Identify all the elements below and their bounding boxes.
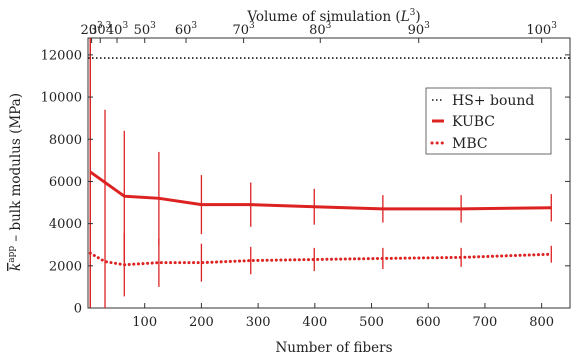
top-tick-exp: 3 <box>106 21 112 31</box>
top-tick-base: 40 <box>106 23 123 38</box>
top-tick-label: 803 <box>309 21 332 38</box>
legend-label-hs-bound: HS+ bound <box>452 93 534 109</box>
top-tick-label: 903 <box>408 21 431 38</box>
top-tick-base: 20 <box>80 23 97 38</box>
series-layer <box>88 38 570 308</box>
top-tick-label: 403 <box>106 21 129 38</box>
legend-label-kubc: KUBC <box>452 114 495 130</box>
y-tick-label: 12000 <box>41 48 82 63</box>
y-axis-label: kapp – bulk modulus (MPa) <box>7 93 24 271</box>
top-tick-exp: 3 <box>191 21 197 31</box>
y-tick-label: 4000 <box>49 217 82 232</box>
x-tick-label: 500 <box>359 315 384 330</box>
top-tick-label: 603 <box>175 21 198 38</box>
top-tick-label: 203 <box>80 21 103 38</box>
y-tick-label: 0 <box>74 302 82 317</box>
top-tick-base: 50 <box>134 23 151 38</box>
top-tick-exp: 3 <box>551 21 557 31</box>
top-tick-base: 90 <box>408 23 425 38</box>
x-tick-label: 300 <box>246 315 271 330</box>
top-tick-exp: 3 <box>326 21 332 31</box>
y-axis-label-sup: app <box>7 246 17 263</box>
y-tick-label: 10000 <box>41 91 82 106</box>
y-axis-label-symbol: k <box>8 263 24 271</box>
x-tick-label: 200 <box>189 315 214 330</box>
top-tick-base: 30 <box>89 23 106 38</box>
legend-box <box>425 87 552 155</box>
top-tick-label: 503 <box>134 21 157 38</box>
top-tick-base: 60 <box>175 23 192 38</box>
x-axis-label: Number of fibers <box>275 340 392 356</box>
plot-area-border <box>87 37 571 309</box>
x-tick-label: 400 <box>302 315 327 330</box>
top-axis-label-var: L <box>400 9 410 25</box>
top-tick-label: 303 <box>89 21 112 38</box>
top-tick-label: 703 <box>232 21 255 38</box>
top-tick-exp: 3 <box>150 21 156 31</box>
top-axis-label: Volume of simulation (L3) <box>246 8 420 25</box>
x-tick-label: 100 <box>132 315 157 330</box>
top-axis-label-exp: 3 <box>410 8 416 18</box>
series-line-mbc <box>88 251 553 267</box>
y-tick-label: 2000 <box>49 259 82 274</box>
top-tick-base: 80 <box>309 23 326 38</box>
x-tick-label: 800 <box>529 315 554 330</box>
top-tick-base: 70 <box>232 23 249 38</box>
x-tick-label: 600 <box>416 315 441 330</box>
y-tick-label: 6000 <box>49 175 82 190</box>
legend: HS+ bound KUBC MBC <box>425 87 552 155</box>
top-tick-label: 1003 <box>526 21 557 38</box>
ticks-layer: 0 2000 4000 6000 8000 10000 12000 100 200 300 400 5… <box>41 21 570 330</box>
top-tick-exp: 3 <box>122 21 128 31</box>
top-tick-exp: 3 <box>97 21 103 31</box>
y-axis-label-rest: – bulk modulus (MPa) <box>8 93 24 246</box>
x-tick-label: 700 <box>473 315 498 330</box>
plot-frame <box>87 37 571 309</box>
series-line-kubc <box>89 170 552 211</box>
top-tick-exp: 3 <box>249 21 255 31</box>
top-axis-label-main: Volume of simulation ( <box>246 9 400 25</box>
legend-label-mbc: MBC <box>452 136 488 152</box>
top-axis-label-close: ) <box>415 9 420 25</box>
top-tick-exp: 3 <box>424 21 430 31</box>
top-tick-base: 100 <box>526 23 551 38</box>
y-tick-label: 8000 <box>49 133 82 148</box>
